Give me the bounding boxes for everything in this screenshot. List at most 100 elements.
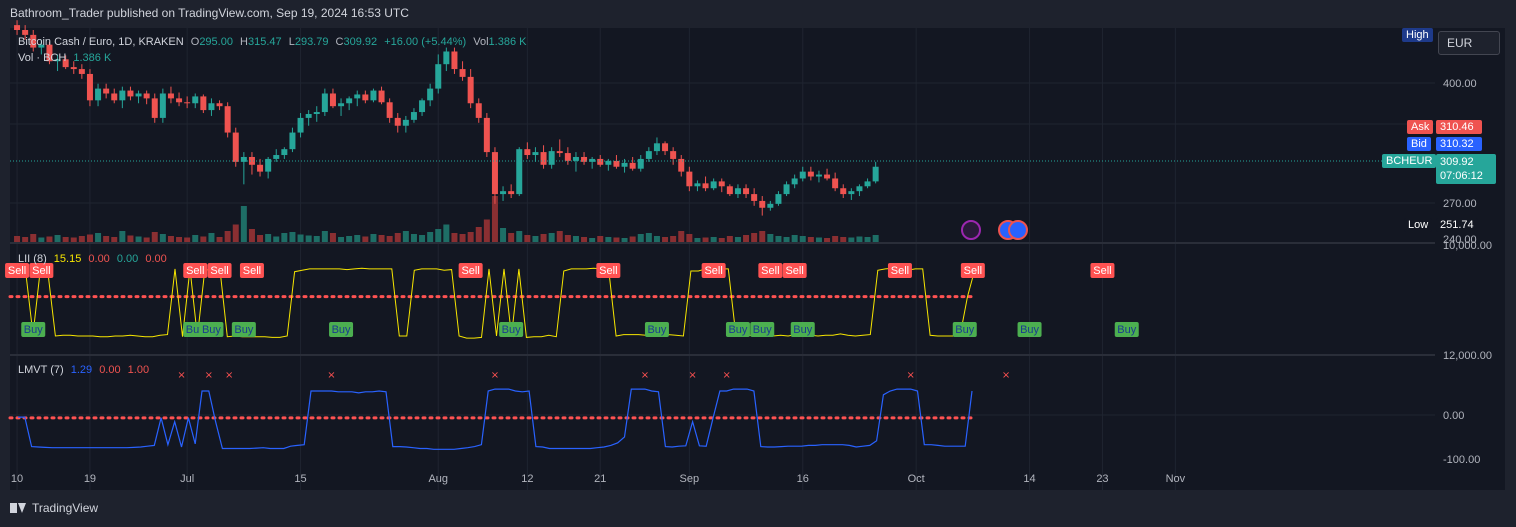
candle-body [694,183,701,187]
candle-body [386,102,393,118]
x-marker-icon: × [1002,370,1010,381]
volume-bar [605,237,612,242]
candle-body [22,30,29,35]
buy-tag-bg [199,322,224,337]
x-tick: 21 [594,473,606,485]
volume-bar [686,234,693,242]
candle-body [159,93,166,118]
candle-body [548,151,555,165]
bid-label: Bid [1407,137,1431,151]
volume-bar [840,237,847,242]
volume-bar [265,234,272,242]
buy-tag-bg [644,322,669,337]
volume-bar [670,236,677,242]
volume-bar [305,235,312,242]
lmvt-legend: LMVT (7) 1.29 0.00 1.00 [18,364,153,376]
candle-body [702,183,709,189]
candle-body [751,194,758,201]
lmvt-pane: × × × × × × × × × × [8,370,1010,450]
candle-body [475,103,482,118]
sell-tag-bg [887,263,912,278]
x-tick: Oct [908,473,925,485]
sell-tag-text: Sell [243,265,261,277]
volume-bar [791,235,798,242]
footer-brand[interactable]: TradingView [10,501,98,515]
sell-tag: Sell [701,263,726,278]
candle-body [556,151,563,154]
volume-bar [30,234,37,242]
volume-bar [151,232,158,242]
x-tick: 12 [521,473,533,485]
volume-bar [240,206,247,242]
buy-tag-bg [725,322,750,337]
lii-value-3: 0.00 [116,253,139,265]
volume-bar [70,237,77,242]
sell-tag: Sell [887,263,912,278]
buy-tag-text: Buy [753,324,772,336]
sell-tag-bg [239,263,264,278]
lmvt-value-1: 1.29 [70,364,93,376]
buy-tag: Buy [1017,322,1042,337]
candle-body [524,149,531,156]
lii-value-4: 0.00 [145,253,167,265]
sell-tag-bg [960,263,985,278]
lii-legend: LII (8) 15.15 0.00 0.00 0.00 [18,253,171,265]
buy-tag: Buy [329,322,354,337]
volume-bar [613,237,620,242]
candles [14,20,879,216]
volume-bar [767,234,774,242]
candle-body [289,132,296,150]
sell-tag: Sell [596,263,621,278]
volume-bar [516,231,523,242]
candle-body [281,149,288,156]
volume-bar [864,237,871,242]
volume-bar [799,236,806,242]
x-tick: Nov [1166,473,1186,485]
lii-title: LII (8) [18,253,47,265]
volume-bar [419,235,426,242]
candle-body [46,44,53,62]
candle-body [394,117,401,126]
candle-body [864,181,871,187]
candle-body [540,152,547,165]
y-tick: 270.00 [1443,198,1477,210]
sell-tag: Sell [960,263,985,278]
volume-bar [78,236,85,242]
x-tick: 23 [1096,473,1108,485]
candle-body [483,117,490,153]
candle-body [799,171,806,179]
low-value: 293.79 [294,36,329,48]
buy-tag-bg [1114,322,1139,337]
volume-bar [289,232,296,242]
buy-tag-text: Buy [647,324,666,336]
lightning-icon[interactable] [961,220,981,240]
event-markers [961,220,1028,240]
countdown-value: 07:06:12 [1440,170,1483,182]
volume-bar [232,224,239,242]
candle-body [38,44,45,48]
symbol-tag: BCHEUR [1382,154,1437,168]
footer-brand-text: TradingView [32,501,99,515]
volume-bar [443,224,450,242]
buy-tag-text: Buy [24,324,43,336]
globe-icon[interactable] [1008,220,1028,240]
currency-button[interactable]: EUR [1438,31,1500,55]
volume-bar [532,236,539,242]
candle-body [313,112,320,114]
candle-body [743,188,750,195]
lii-y-tick: 10,000.00 [1443,240,1492,252]
x-marker-icon: × [688,370,696,381]
candle-body [346,98,353,104]
volume-bar [540,234,547,242]
candle-body [86,73,93,101]
volume-bar [402,231,409,242]
candle-body [500,191,507,195]
y-tick: 240.00 [1443,234,1477,246]
x-tick: 15 [294,473,306,485]
volume-bar [718,238,725,242]
buy-tag-bg [329,322,354,337]
volume-bar [759,231,766,242]
symbol-title: Bitcoin Cash / Euro, 1D, KRAKEN [18,36,184,48]
